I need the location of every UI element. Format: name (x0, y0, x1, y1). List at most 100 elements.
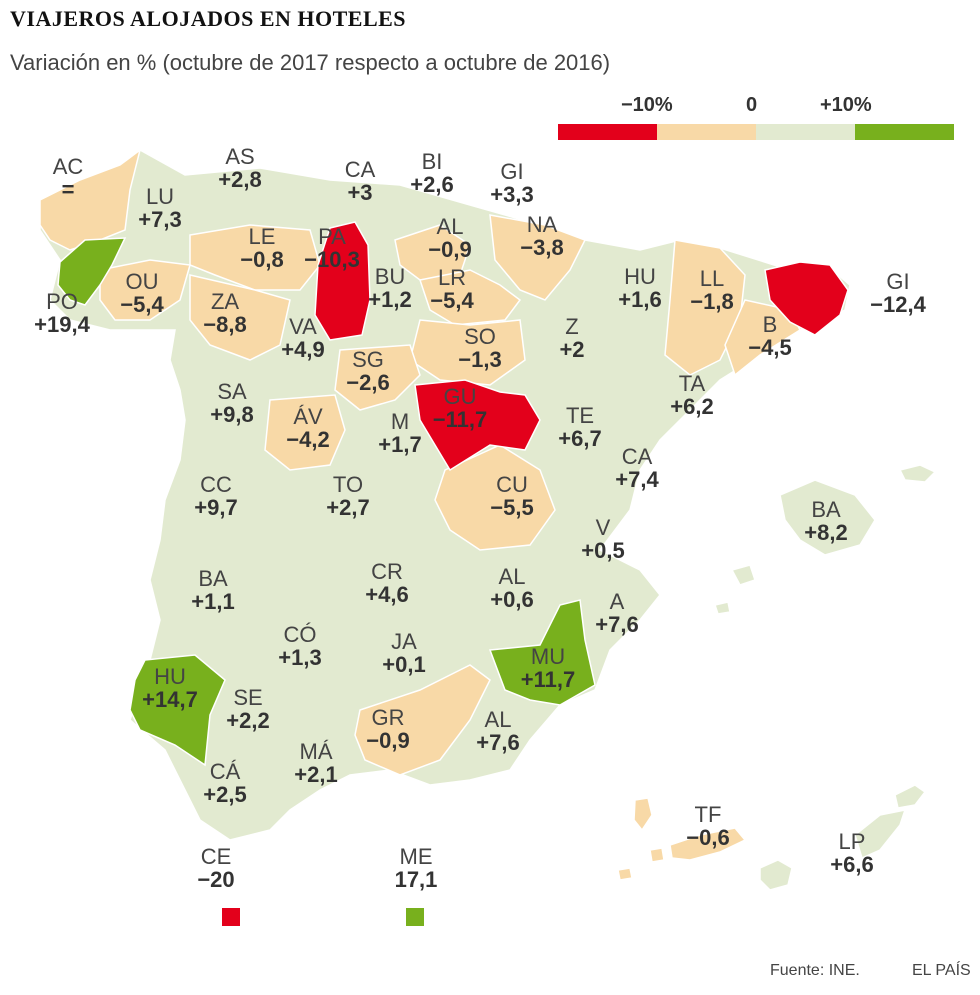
province-code: V (595, 515, 611, 540)
province-za[interactable] (189, 274, 291, 361)
province-value: −1,3 (458, 347, 502, 373)
province-gr[interactable] (354, 664, 491, 776)
province-value: −0,9 (366, 728, 410, 754)
province-value: +8,2 (804, 520, 848, 546)
province-label: ÁV −4,2 (286, 405, 329, 451)
province-label: CA +7,4 (615, 445, 658, 491)
province-label: AS +2,8 (218, 145, 261, 191)
province-code: A (609, 589, 625, 614)
province-label: CE −20 (197, 845, 234, 891)
province-value: +3,3 (490, 182, 534, 208)
province-value: +0,5 (581, 538, 625, 564)
province-value: +1,6 (618, 287, 662, 313)
province-code: NA (526, 212, 558, 237)
province-code: BI (421, 149, 443, 174)
province-value: −4,2 (286, 427, 330, 453)
province-value: +1,1 (191, 589, 235, 615)
legend-label-plus10: +10% (820, 94, 872, 116)
island-lanzarote (894, 784, 927, 809)
province-value: +7,3 (138, 207, 182, 233)
legend-label-minus10: −10% (621, 94, 673, 116)
province-value: −11,7 (432, 407, 488, 433)
province-po[interactable] (57, 237, 127, 306)
province-code: GI (886, 269, 910, 294)
legend-label-zero: 0 (746, 94, 758, 116)
province-value: +2,6 (410, 172, 454, 198)
province-code: PO (46, 289, 78, 314)
province-label: TF −0,6 (686, 803, 729, 849)
province-value: +2,1 (294, 762, 338, 788)
province-value: −1,8 (690, 289, 734, 315)
island-gomera (649, 847, 665, 863)
province-cu[interactable] (434, 444, 556, 551)
province-label: GU −11,7 (433, 385, 487, 431)
province-av[interactable] (264, 394, 346, 471)
province-label: BA +1,1 (191, 567, 234, 613)
province-code: OU (125, 269, 159, 294)
ceuta-swatch (222, 908, 240, 926)
province-value: +19,4 (34, 312, 90, 338)
island-menorca (898, 464, 937, 483)
island-la-palma (633, 797, 653, 832)
province-label: SA +9,8 (210, 380, 253, 426)
province-lr[interactable] (419, 269, 522, 326)
color-legend: −10% 0 +10% (558, 94, 954, 142)
province-pa[interactable] (314, 221, 371, 341)
province-code: CC (200, 472, 232, 497)
province-value: +7,6 (595, 612, 639, 638)
province-gi-east[interactable] (764, 261, 849, 336)
province-label: BI +2,6 (410, 150, 453, 196)
island-mallorca (779, 479, 876, 556)
province-label: TE +6,7 (558, 404, 601, 450)
melilla-swatch (406, 908, 424, 926)
province-hu-south[interactable] (129, 654, 226, 767)
province-label: LE −0,8 (240, 225, 283, 271)
province-label: AC = (53, 155, 84, 201)
island-hierro (617, 867, 633, 881)
province-value: +2,2 (226, 708, 270, 734)
province-code: BU (374, 264, 406, 289)
province-gu[interactable] (414, 379, 541, 472)
province-code: HU (154, 664, 186, 689)
chart-subtitle: Variación en % (octubre de 2017 respecto… (10, 50, 611, 75)
province-value: +11,7 (520, 667, 576, 693)
province-label: ME 17,1 (395, 845, 438, 891)
province-code: GR (371, 705, 405, 730)
province-label: CU −5,5 (490, 473, 533, 519)
province-label: HU +1,6 (618, 265, 661, 311)
province-value: +9,8 (210, 402, 254, 428)
province-code: GI (500, 159, 524, 184)
province-ou[interactable] (99, 259, 191, 321)
province-code: CA (621, 444, 653, 469)
province-value: +3 (347, 180, 373, 206)
province-value: +9,7 (194, 495, 238, 521)
province-label: VA +4,9 (281, 315, 324, 361)
province-mu[interactable] (488, 599, 596, 706)
legend-swatch-light (756, 124, 855, 140)
province-code: VA (289, 314, 317, 339)
province-code: AS (225, 144, 255, 169)
province-code: SG (352, 347, 384, 372)
province-code: LU (145, 184, 175, 209)
province-value: +2,5 (203, 782, 247, 808)
province-code: SE (233, 685, 263, 710)
province-value: −12,4 (870, 292, 926, 318)
province-value: +2 (559, 337, 585, 363)
province-label: GI +3,3 (490, 160, 533, 206)
province-value: −2,6 (346, 370, 390, 396)
province-na[interactable] (489, 214, 587, 301)
province-ll[interactable] (664, 239, 746, 376)
province-ac[interactable] (39, 148, 142, 251)
province-label: JA +0,1 (382, 630, 425, 676)
province-le[interactable] (189, 224, 321, 291)
province-value: −5,4 (430, 288, 474, 314)
province-code: MÁ (299, 739, 333, 764)
province-code: LE (248, 224, 276, 249)
province-code: CÓ (283, 622, 317, 647)
province-code: BA (198, 566, 228, 591)
province-value: +1,7 (378, 432, 422, 458)
province-sg[interactable] (334, 344, 421, 411)
province-code: Z (565, 314, 579, 339)
legend-swatch-orange (657, 124, 756, 140)
source-note: Fuente: INE. (770, 962, 860, 979)
